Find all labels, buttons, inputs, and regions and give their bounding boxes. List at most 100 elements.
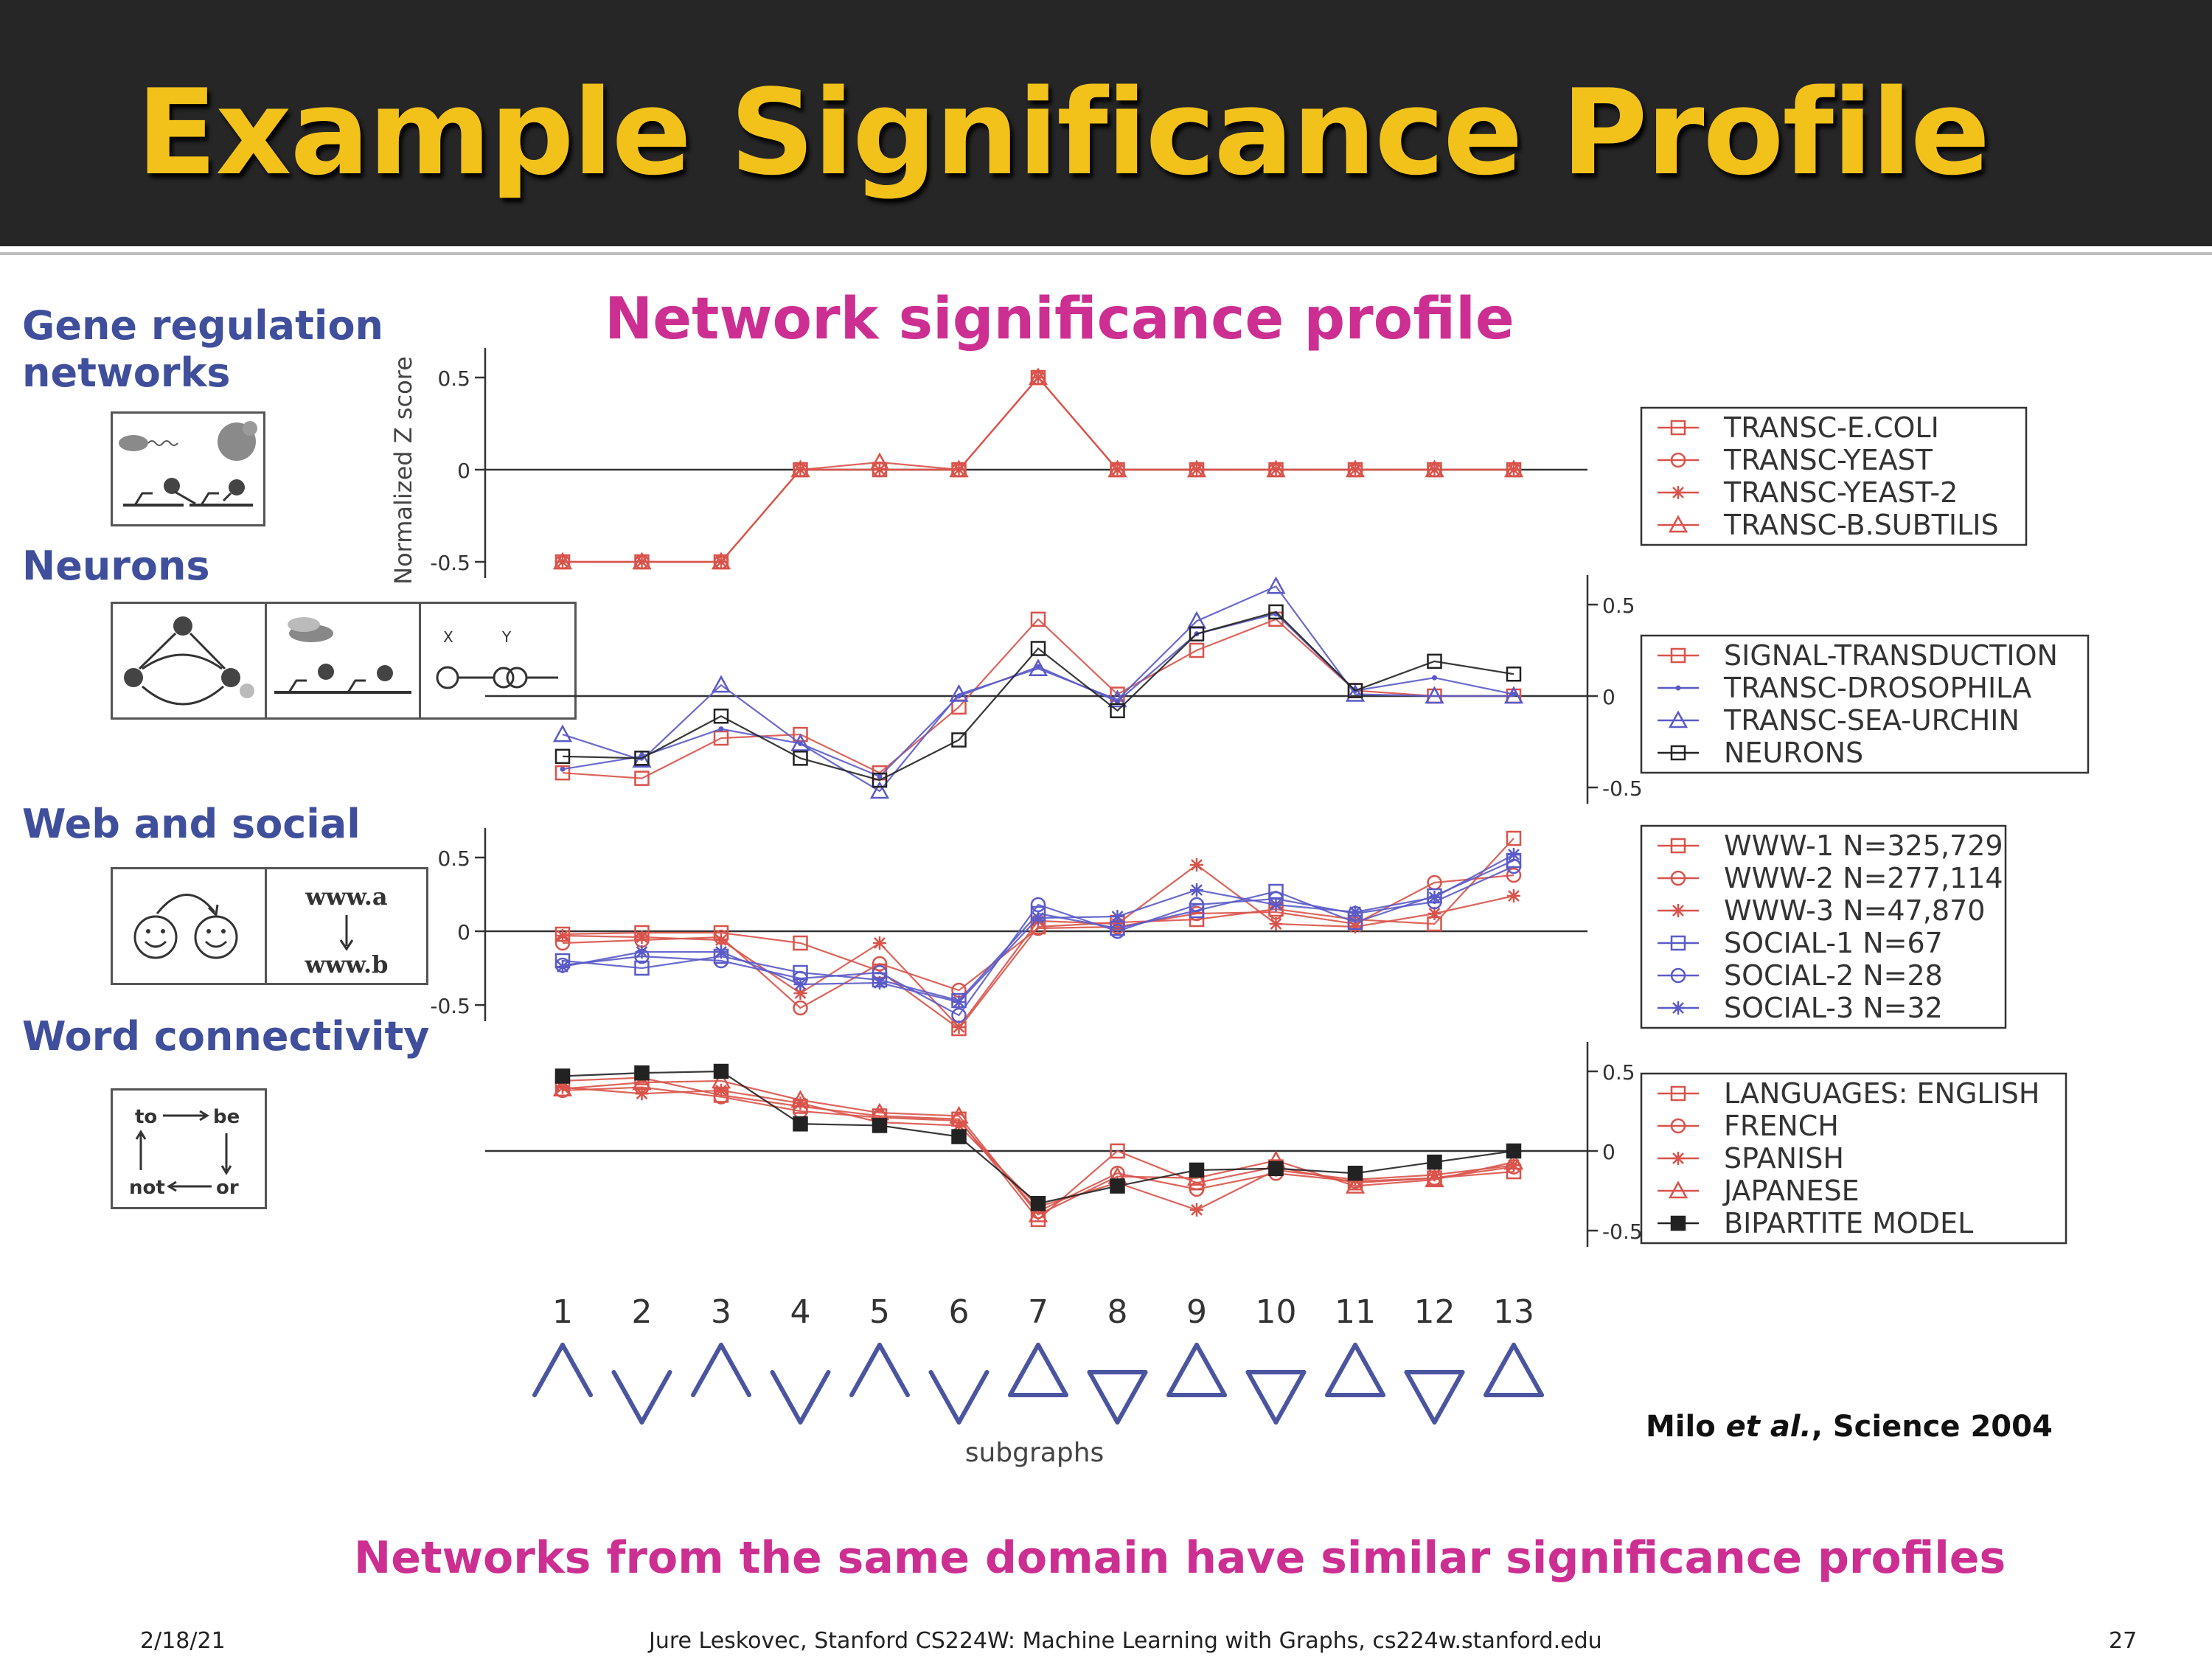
smiley-faces-icon (133, 894, 238, 959)
neuron-ffl-icon (124, 616, 254, 706)
legend-entry: WWW-2 N=277,114 (1724, 862, 2003, 894)
data-point (713, 1063, 729, 1079)
data-point (1269, 917, 1283, 931)
www-icon: www.a www.b (265, 867, 428, 985)
data-point (1189, 626, 1205, 641)
x-tick-label: 1 (552, 1293, 573, 1331)
social-icon (111, 867, 267, 985)
data-point (1506, 666, 1522, 682)
data-point (951, 1129, 967, 1144)
chart-title: Network significance profile (605, 286, 1514, 352)
legend-marker (1672, 1152, 1685, 1165)
data-point (635, 1087, 649, 1101)
data-point (1110, 703, 1125, 719)
citation-italic: et al. (1725, 1410, 1812, 1444)
synapse-y-label: Y (501, 628, 512, 646)
legend-marker (1670, 452, 1686, 468)
data-point (872, 772, 888, 788)
data-point (1503, 686, 1524, 704)
x-tick-label: 2 (632, 1293, 653, 1331)
data-point (711, 1071, 731, 1089)
y-tick-label-web: -0.5 (430, 994, 470, 1018)
legend-box (1640, 824, 2007, 1029)
series-line (562, 585, 1514, 793)
label-gene-line-1: Gene regulation (22, 302, 383, 349)
x-tick-label: 5 (869, 1293, 890, 1331)
data-point (1507, 889, 1520, 902)
series-line (562, 1079, 1514, 1216)
data-point (1268, 1161, 1284, 1177)
data-point (1107, 459, 1127, 478)
footer-page-number: 27 (2109, 1628, 2138, 1654)
legend-marker (1670, 838, 1686, 854)
data-point (1035, 664, 1041, 669)
data-point (1110, 1143, 1125, 1159)
label-web-social: Web and social (22, 801, 361, 847)
data-point (951, 732, 967, 748)
title-rule (0, 252, 2212, 255)
legend-entry: TRANSC-DROSOPHILA (1723, 672, 2031, 704)
data-point (556, 960, 569, 973)
citation-suffix: , Science 2004 (1811, 1410, 2053, 1444)
series-line (562, 865, 1514, 1017)
legend-entry: TRANSC-SEA-URCHIN (1723, 704, 2020, 737)
data-point (632, 1072, 652, 1091)
data-point (790, 1090, 810, 1108)
data-point (1269, 898, 1283, 911)
legend-entry: FRENCH (1724, 1110, 1839, 1142)
data-point (1349, 905, 1362, 919)
data-point (1507, 848, 1520, 861)
motif-11-icon (1325, 1343, 1385, 1397)
citation: Milo et al., Science 2004 (1646, 1410, 2053, 1444)
series-line (562, 1086, 1514, 1211)
data-point (1107, 689, 1127, 708)
data-point (1190, 1203, 1203, 1217)
data-point (1506, 830, 1522, 846)
word-connectivity-icon: to be not or (111, 1088, 267, 1209)
data-point (552, 1079, 573, 1097)
legend-entry: TRANSC-YEAST-2 (1723, 476, 1958, 509)
data-point (793, 987, 807, 1000)
data-point (714, 945, 728, 959)
series-web-2 (556, 858, 1520, 1034)
data-point (1028, 658, 1048, 677)
motif-8-icon (1087, 1370, 1148, 1425)
legend-entry: TRANSC-B.SUBTILIS (1723, 509, 1999, 541)
legend-neurons: SIGNAL-TRANSDUCTIONTRANSC-DROSOPHILATRAN… (1640, 634, 2090, 774)
word-or-label: or (216, 1177, 239, 1199)
series-line (562, 863, 1514, 1029)
gene-cells-icon (119, 421, 257, 507)
data-point (793, 1000, 808, 1016)
y-tick-label-word: 0 (1602, 1140, 1615, 1164)
conclusion-text: Networks from the same domain have simil… (354, 1532, 2006, 1584)
data-point (877, 773, 883, 779)
data-point (793, 978, 807, 991)
series-word-4 (554, 1063, 1522, 1211)
data-point (718, 726, 724, 732)
data-point (1345, 684, 1366, 702)
motif-2-icon (611, 1370, 672, 1425)
legend-marker (1668, 515, 1688, 533)
legend-marker (1668, 710, 1688, 728)
legend-box (1640, 634, 2090, 774)
data-point (952, 1020, 966, 1034)
data-point (1427, 1168, 1441, 1182)
data-point (1190, 858, 1203, 872)
motif-6-icon (928, 1370, 990, 1425)
slide-title: Example Significance Profile (136, 63, 1990, 201)
y-tick-label-gene: 0 (457, 459, 470, 483)
data-point (1110, 1178, 1125, 1194)
data-point (1030, 641, 1046, 656)
data-point (869, 781, 890, 799)
motif-7-icon (1008, 1343, 1068, 1397)
panel-gene: 0.50-0.5TRANSC-E.COLITRANSC-YEASTTRANSC-… (430, 348, 2028, 578)
legend-entry: SPANISH (1724, 1142, 1844, 1175)
footer-credit: Jure Leskovec, Stanford CS224W: Machine … (649, 1628, 1602, 1654)
data-point (872, 956, 888, 972)
data-point (790, 459, 810, 478)
neuron-loop-icon (111, 602, 267, 720)
legend-entry: LANGUAGES: ENGLISH (1724, 1077, 2039, 1110)
data-point (1028, 1204, 1048, 1222)
